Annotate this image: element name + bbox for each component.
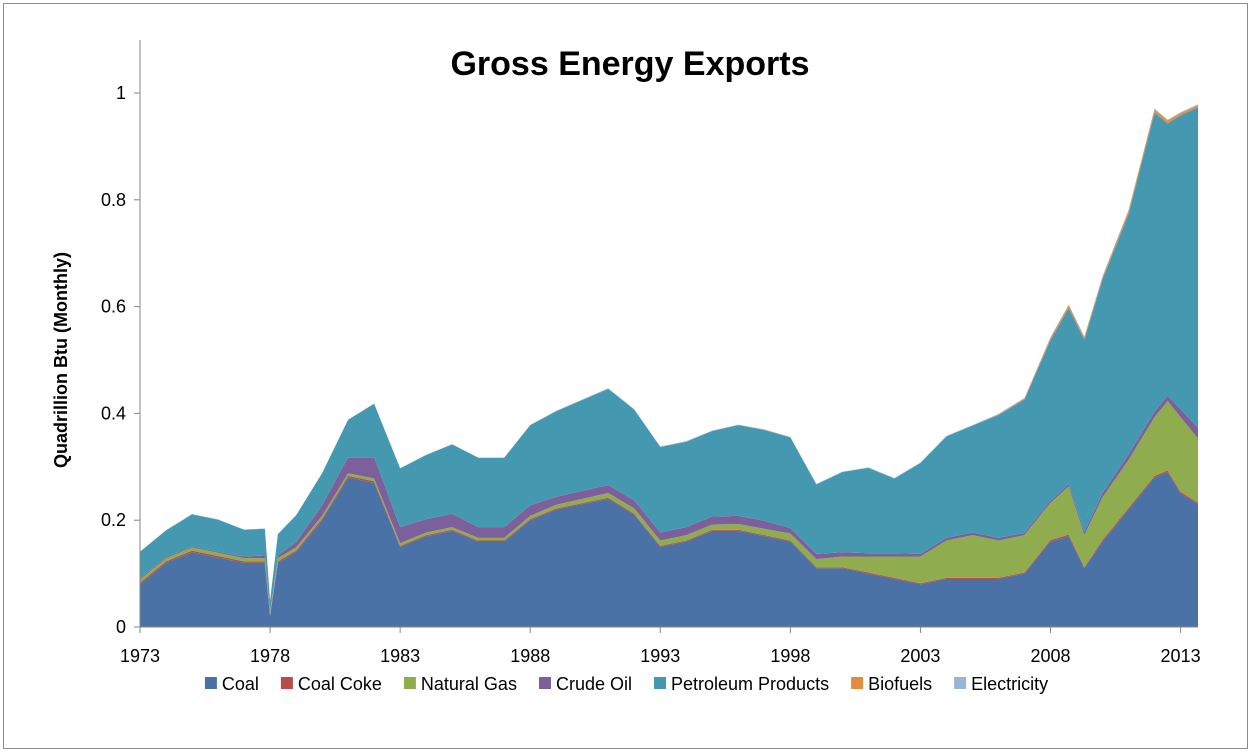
legend-label: Electricity <box>971 674 1048 694</box>
legend-label: Coal <box>222 674 259 694</box>
x-tick-label: 2013 <box>1161 646 1201 666</box>
x-tick-label: 1998 <box>770 646 810 666</box>
legend-label: Natural Gas <box>421 674 517 694</box>
legend-label: Petroleum Products <box>671 674 829 694</box>
x-tick-label: 1973 <box>120 646 160 666</box>
legend-item: Electricity <box>954 674 1048 694</box>
axes <box>139 40 1198 628</box>
y-tick-label: 1 <box>116 83 126 103</box>
legend-swatch-5 <box>851 677 864 689</box>
x-tick-label: 1983 <box>380 646 420 666</box>
y-tick-label: 0.8 <box>101 190 126 210</box>
x-tick-label: 1988 <box>510 646 550 666</box>
area-series-4 <box>140 107 1198 612</box>
legend-item: Biofuels <box>851 674 932 694</box>
legend-swatch-3 <box>539 677 551 689</box>
legend-label: Biofuels <box>868 674 932 694</box>
y-tick-label: 0.4 <box>101 403 126 423</box>
area-layers <box>140 104 1198 627</box>
legend-swatch-2 <box>403 677 416 689</box>
legend-item: Coal <box>204 674 259 694</box>
legend-item: Crude Oil <box>539 674 632 694</box>
x-tick-label: 2008 <box>1030 646 1070 666</box>
y-tick-label: 0 <box>116 617 126 637</box>
legend-swatch-4 <box>654 677 666 689</box>
legend-label: Crude Oil <box>556 674 632 694</box>
y-tick-label: 0.6 <box>101 297 126 317</box>
area-series-2 <box>140 401 1198 616</box>
legend: Coal Coal Coke Natural Gas Crude Oil Petrole… <box>204 674 1048 694</box>
legend-item: Natural Gas <box>403 674 517 694</box>
ticks: 0 0.2 0.4 0.6 0.8 1 1973 1978 1983 1988 1993 1998 20… <box>101 83 1201 666</box>
x-tick-label: 1978 <box>250 646 290 666</box>
legend-item: Petroleum Products <box>654 674 829 694</box>
y-tick-label: 0.2 <box>101 510 126 530</box>
y-axis-label: Quadrillion Btu (Monthly) <box>51 252 71 468</box>
area-series-0 <box>140 472 1198 627</box>
x-tick-label: 1993 <box>640 646 680 666</box>
chart-title: Gross Energy Exports <box>450 45 809 83</box>
x-tick-label: 2003 <box>900 646 940 666</box>
legend-item: Coal Coke <box>280 674 382 694</box>
legend-swatch-6 <box>954 677 967 689</box>
legend-swatch-0 <box>204 677 217 689</box>
legend-label: Coal Coke <box>298 674 382 694</box>
legend-swatch-1 <box>280 677 293 689</box>
